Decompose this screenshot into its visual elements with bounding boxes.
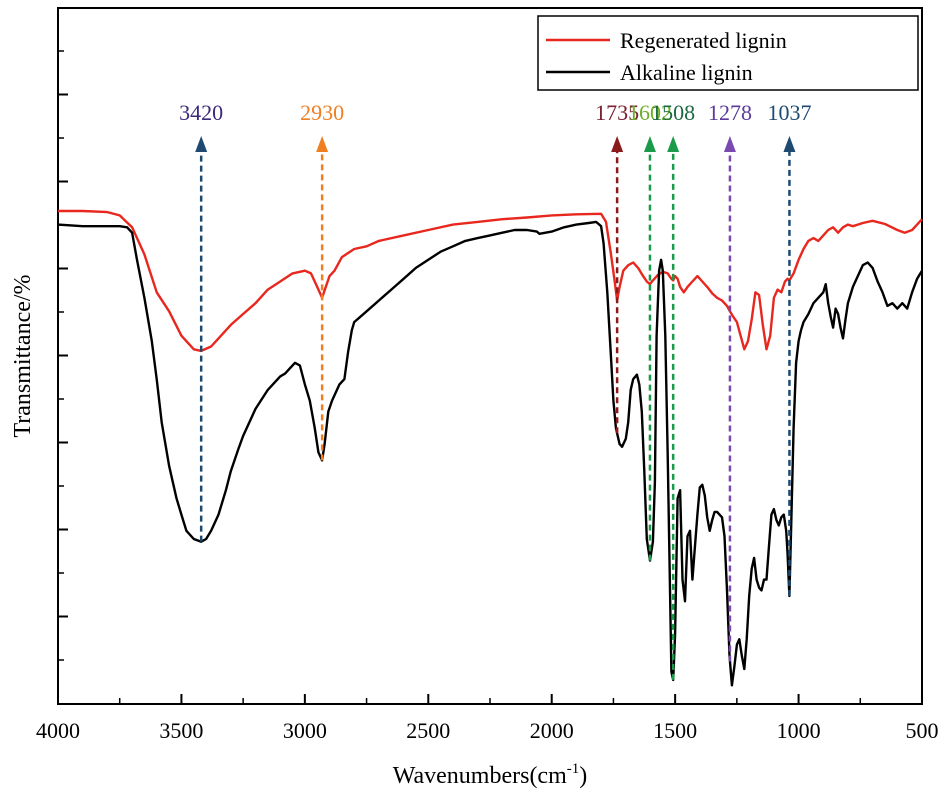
x-tick-label: 1000 [777, 718, 821, 743]
peak-marker-arrow [643, 136, 656, 152]
peak-label: 1037 [767, 100, 811, 125]
x-axis-label-superscript: -1 [567, 761, 580, 777]
peak-marker-arrow [667, 136, 680, 152]
legend-box [537, 15, 919, 91]
peak-marker-arrow [611, 136, 624, 152]
x-tick-label: 1500 [653, 718, 697, 743]
peak-label: 2930 [300, 100, 344, 125]
axis-ticks: 4000 3500 3000 2500 2000 1500 1000 500 [36, 50, 939, 743]
peak-label: 1508 [651, 100, 695, 125]
x-axis-label-close: ) [579, 763, 587, 789]
x-tick-label: 2000 [530, 718, 574, 743]
series-lines [57, 209, 924, 687]
peak-label: 1278 [708, 100, 752, 125]
peak-label: 1735 [595, 100, 639, 125]
peak-marker-arrow [723, 136, 736, 152]
peak-label: 1602 [628, 100, 672, 125]
x-tick-label: 3500 [159, 718, 203, 743]
legend: Regenerated lignin Alkaline lignin [537, 15, 919, 91]
peak-marker-arrow [195, 136, 208, 152]
series-line-regenerated [58, 209, 923, 353]
x-tick-label: 500 [906, 718, 939, 743]
y-axis-label: Transmittance/% [10, 274, 36, 437]
x-tick-label: 4000 [36, 718, 80, 743]
series-line-alkaline [57, 220, 924, 687]
peak-marker-arrow [316, 136, 329, 152]
x-tick-label: 3000 [283, 718, 327, 743]
legend-label-regenerated: Regenerated lignin [620, 28, 787, 53]
peak-label: 3420 [179, 100, 223, 125]
x-axis-label-main: Wavenumbers(cm [393, 763, 567, 789]
x-tick-label: 2500 [406, 718, 450, 743]
peak-marker-arrow [783, 136, 796, 152]
legend-label-alkaline: Alkaline lignin [620, 60, 753, 85]
x-axis-label: Wavenumbers(cm-1) [393, 761, 588, 789]
